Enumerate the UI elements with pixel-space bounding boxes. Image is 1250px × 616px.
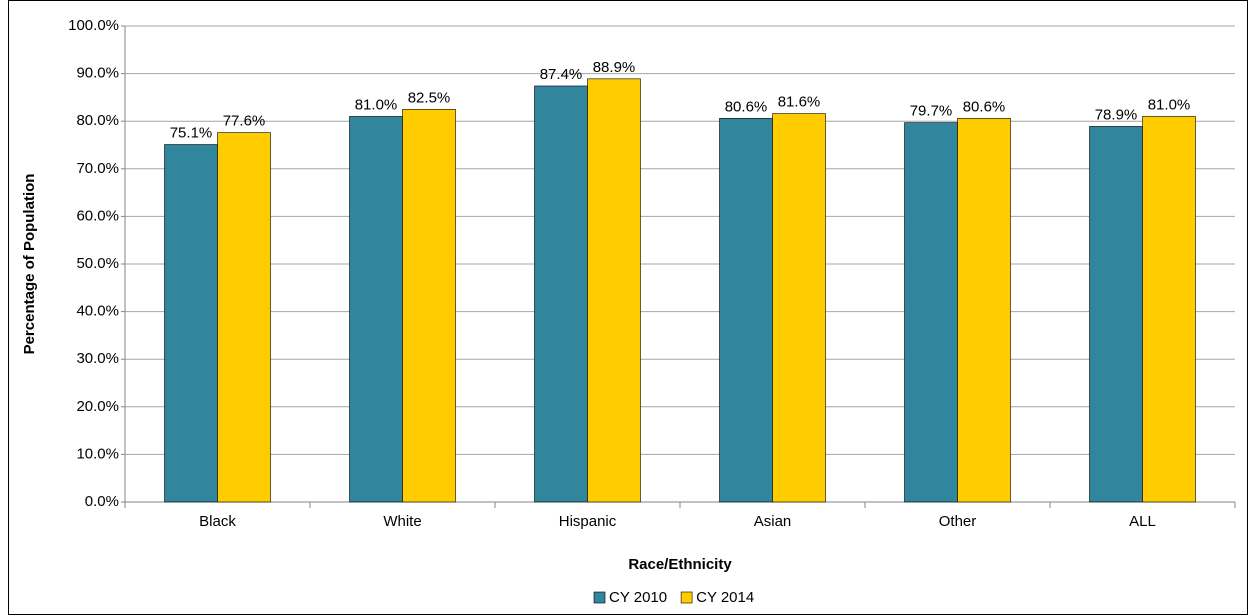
data-label: 79.7%: [910, 103, 953, 120]
x-tick-label: Asian: [754, 513, 792, 530]
x-tick-label: Black: [199, 513, 236, 530]
legend-swatch: [680, 591, 693, 604]
data-label: 87.4%: [540, 66, 583, 83]
bar: [719, 118, 773, 503]
data-label: 81.0%: [355, 96, 398, 113]
data-label: 81.6%: [778, 94, 821, 111]
y-tick-label: 20.0%: [76, 398, 119, 415]
bar: [587, 78, 641, 503]
x-axis-label: Race/Ethnicity: [628, 556, 732, 573]
bar: [164, 144, 218, 503]
data-label: 82.5%: [408, 89, 451, 106]
y-tick-label: 50.0%: [76, 255, 119, 272]
bar: [957, 118, 1011, 503]
y-tick-label: 60.0%: [76, 207, 119, 224]
bar: [772, 113, 826, 503]
bar: [904, 122, 958, 503]
data-label: 88.9%: [593, 59, 636, 76]
data-label: 81.0%: [1148, 96, 1191, 113]
y-tick-label: 90.0%: [76, 65, 119, 82]
x-tick-label: ALL: [1129, 513, 1156, 530]
y-tick-label: 100.0%: [68, 17, 119, 34]
data-label: 78.9%: [1095, 106, 1138, 123]
bar: [1142, 116, 1196, 503]
y-axis-label: Percentage of Population: [21, 174, 38, 355]
bar: [217, 132, 271, 503]
x-tick-label: White: [383, 513, 421, 530]
data-label: 80.6%: [963, 98, 1006, 115]
bar: [402, 109, 456, 503]
y-tick-label: 30.0%: [76, 350, 119, 367]
y-tick-label: 80.0%: [76, 112, 119, 129]
data-label: 75.1%: [170, 124, 213, 141]
y-tick-label: 10.0%: [76, 445, 119, 462]
bar: [1089, 126, 1143, 503]
bar: [534, 85, 588, 503]
x-tick-label: Other: [939, 513, 977, 530]
y-tick-label: 70.0%: [76, 160, 119, 177]
legend-swatch: [593, 591, 606, 604]
legend-label: CY 2010: [609, 589, 667, 606]
y-tick-label: 40.0%: [76, 303, 119, 320]
y-tick-label: 0.0%: [85, 493, 119, 510]
x-tick-label: Hispanic: [559, 513, 617, 530]
bar: [349, 116, 403, 503]
data-label: 80.6%: [725, 98, 768, 115]
legend-label: CY 2014: [696, 589, 754, 606]
data-label: 77.6%: [223, 113, 266, 130]
